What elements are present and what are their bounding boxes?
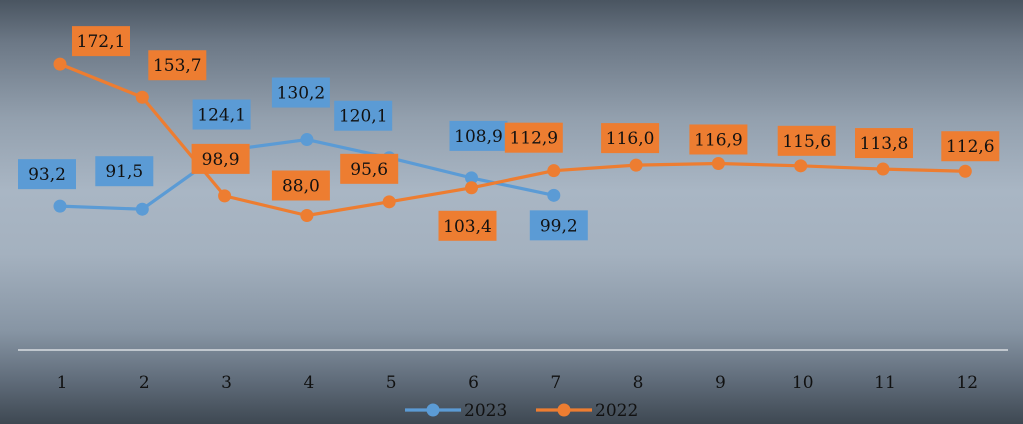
data-label-text: 91,5 [105, 162, 143, 182]
data-label-text: 172,1 [77, 32, 126, 52]
legend-swatch-marker [426, 403, 440, 417]
data-label-text: 124,1 [197, 106, 246, 126]
x-tick-label: 11 [874, 373, 896, 393]
data-label-box [504, 122, 563, 153]
data-label-box [689, 124, 748, 155]
data-label-text: 115,6 [782, 132, 831, 152]
data-label-text: 116,0 [606, 129, 655, 149]
data-label-2022-12: 112,6 [941, 131, 1000, 162]
data-label-box [601, 123, 660, 154]
data-label-box [334, 100, 393, 131]
data-label-box [340, 153, 399, 184]
data-label-2023-7: 99,2 [529, 210, 588, 241]
data-label-box [148, 50, 207, 81]
data-label-box [18, 159, 76, 190]
data-point-2022-5 [382, 195, 396, 209]
data-label-box [855, 128, 913, 159]
data-label-2023-5: 120,1 [334, 100, 393, 131]
data-point-2022-3 [218, 189, 232, 203]
data-label-box [271, 170, 330, 201]
data-label-2022-4: 88,0 [271, 170, 330, 201]
data-label-text: 112,9 [509, 129, 558, 149]
data-label-2023-4: 130,2 [271, 77, 330, 108]
data-point-2022-8 [629, 158, 643, 172]
data-point-2023-1 [53, 199, 67, 213]
data-label-box [72, 26, 130, 57]
data-point-2022-4 [300, 209, 314, 222]
legend-label: 2023 [464, 401, 507, 421]
data-label-2022-11: 113,8 [855, 128, 913, 159]
x-tick-label: 5 [386, 373, 397, 393]
data-point-2022-2 [135, 90, 149, 104]
x-tick-label: 2 [139, 373, 150, 393]
data-point-2023-6 [465, 171, 478, 185]
x-tick-label: 10 [792, 373, 814, 393]
data-label-text: 93,2 [28, 165, 66, 185]
data-label-2022-10: 115,6 [777, 125, 836, 156]
data-point-2022-9 [711, 156, 725, 170]
data-label-box [449, 120, 508, 151]
x-tick-label: 6 [468, 373, 479, 393]
data-label-text: 95,6 [350, 160, 388, 180]
data-label-2022-7: 112,9 [504, 122, 563, 153]
data-point-2022-6 [465, 181, 478, 195]
data-label-text: 99,2 [540, 216, 578, 236]
data-label-text: 113,8 [860, 134, 909, 154]
legend: 2023 2022 [405, 401, 638, 421]
data-label-text: 112,6 [946, 137, 995, 157]
legend-item-2023: 2023 [405, 401, 507, 421]
data-point-2022-10 [794, 159, 808, 173]
x-tick-label: 9 [715, 373, 726, 393]
data-label-text: 153,7 [153, 56, 202, 76]
data-label-box [95, 156, 154, 187]
data-label-2022-6: 103,4 [438, 210, 497, 241]
data-label-text: 103,4 [443, 217, 492, 237]
data-label-2022-5: 95,6 [340, 153, 399, 184]
series-line-2022 [59, 62, 966, 218]
data-label-text: 130,2 [277, 84, 326, 104]
data-label-2023-1: 93,2 [18, 159, 76, 190]
data-point-2023-4 [300, 133, 314, 147]
data-label-text: 88,0 [282, 177, 320, 197]
x-tick-label: 3 [221, 373, 232, 393]
data-point-2023-2 [135, 202, 149, 216]
data-label-2022-1: 172,1 [72, 26, 130, 57]
data-label-2023-6: 108,9 [449, 120, 508, 151]
data-point-2023-7 [547, 188, 561, 202]
data-label-2022-3: 98,9 [191, 143, 250, 174]
x-tick-label: 4 [303, 373, 314, 393]
x-tick-label: 12 [956, 373, 978, 393]
data-label-2022-9: 116,9 [689, 124, 748, 155]
data-point-2022-1 [53, 57, 67, 71]
data-label-box [777, 125, 836, 156]
data-label-2023-2: 91,5 [95, 156, 154, 187]
data-label-box [192, 99, 251, 130]
data-point-2022-7 [547, 164, 561, 178]
data-label-2022-2: 153,7 [148, 50, 207, 81]
data-labels: 93,2 91,5 124,1 130,2 120,1 108,9 99,2 172,1 153… [18, 26, 1000, 241]
x-tick-label: 8 [633, 373, 644, 393]
data-label-text: 116,9 [694, 130, 743, 150]
data-label-box [529, 210, 588, 241]
legend-swatch-marker [557, 403, 571, 417]
data-point-2022-12 [958, 164, 972, 178]
data-point-2022-11 [876, 162, 890, 176]
data-label-box [941, 131, 1000, 162]
data-label-2022-8: 116,0 [601, 123, 660, 154]
legend-item-2022: 2022 [536, 401, 638, 421]
x-tick-label: 7 [550, 373, 561, 393]
data-label-box [191, 143, 250, 174]
data-label-box [271, 77, 330, 108]
x-axis-ticks: 1 2 3 4 5 6 7 8 9 10 11 12 [57, 373, 979, 393]
data-label-box [438, 210, 497, 241]
data-label-text: 98,9 [202, 150, 240, 170]
data-label-text: 120,1 [339, 107, 388, 127]
data-label-2023-3: 124,1 [192, 99, 251, 130]
x-tick-label: 1 [57, 373, 68, 393]
legend-label: 2022 [595, 401, 638, 421]
data-label-text: 108,9 [454, 127, 503, 147]
